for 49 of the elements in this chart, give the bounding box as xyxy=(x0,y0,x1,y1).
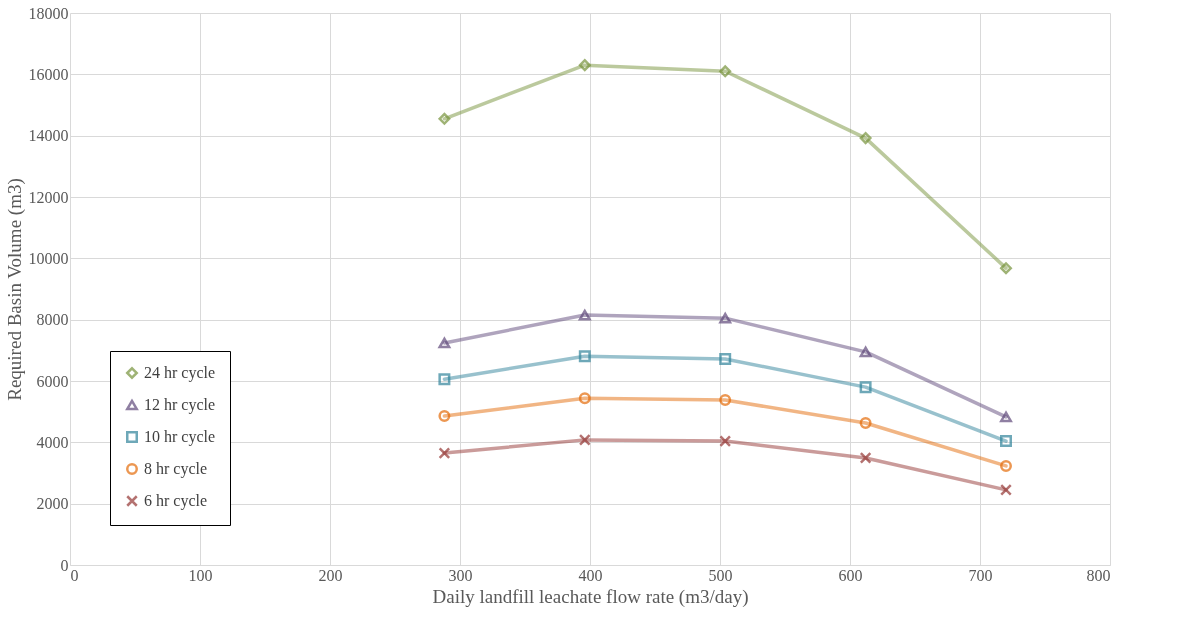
point xyxy=(719,435,732,448)
y-tick-label: 10000 xyxy=(28,249,69,267)
x-tick-label: 400 xyxy=(578,566,603,584)
point xyxy=(859,451,872,464)
point xyxy=(719,352,732,365)
point xyxy=(578,350,591,363)
point xyxy=(1000,459,1012,472)
legend-label: 8 hr cycle xyxy=(144,460,208,478)
legend-label: 10 hr cycle xyxy=(144,428,216,446)
x-axis-title: Daily landfill leachate flow rate (m3/day) xyxy=(432,585,749,608)
point xyxy=(438,373,451,386)
point xyxy=(719,394,732,406)
point xyxy=(578,392,591,405)
point xyxy=(1000,262,1012,275)
y-tick-label: 8000 xyxy=(36,311,69,329)
point xyxy=(859,417,872,429)
x-tick-label: 500 xyxy=(708,566,733,584)
point xyxy=(578,309,591,321)
y-tick-label: 6000 xyxy=(36,372,69,390)
point xyxy=(719,312,732,324)
x-tick-label: 100 xyxy=(188,566,213,584)
y-tick-label: 12000 xyxy=(28,188,69,206)
y-tick-label: 16000 xyxy=(28,65,69,83)
x-tick-label: 200 xyxy=(318,566,343,584)
legend-label: 12 hr cycle xyxy=(144,396,216,414)
y-axis-title: Required Basin Volume (m3) xyxy=(3,178,26,401)
point xyxy=(719,65,732,78)
x-tick-label: 600 xyxy=(838,566,863,584)
point xyxy=(1000,411,1012,423)
point xyxy=(438,447,451,460)
point xyxy=(438,112,451,125)
y-tick-label: 2000 xyxy=(36,495,69,513)
point xyxy=(578,59,591,72)
x-tick-label: 300 xyxy=(448,566,473,584)
point xyxy=(859,132,872,145)
point xyxy=(438,409,451,422)
x-tick-label: 800 xyxy=(1086,566,1111,584)
point xyxy=(1000,483,1012,496)
y-tick-label: 14000 xyxy=(28,127,69,145)
legend-label: 6 hr cycle xyxy=(144,492,208,510)
y-tick-label: 18000 xyxy=(28,4,69,22)
point xyxy=(859,346,872,358)
y-tick-label: 4000 xyxy=(36,433,69,451)
legend-label: 24 hr cycle xyxy=(144,364,216,382)
point xyxy=(578,433,591,446)
point xyxy=(1000,435,1012,448)
x-tick-label: 700 xyxy=(968,566,993,584)
point xyxy=(438,337,451,349)
point xyxy=(859,381,872,394)
